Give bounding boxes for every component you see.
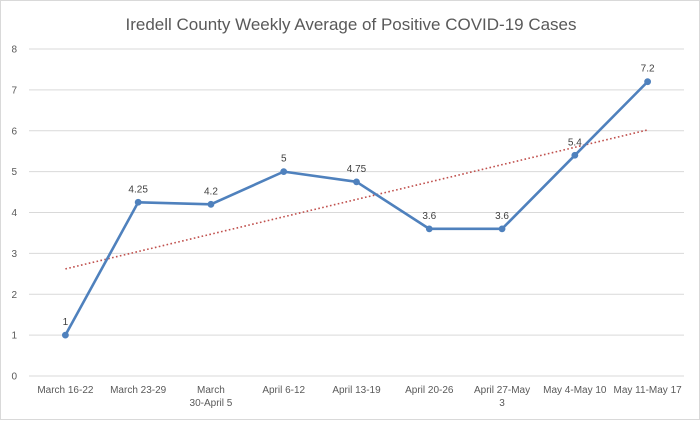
data-label: 3.6 [495, 211, 509, 222]
linear-trendline [65, 129, 648, 270]
x-tick-label: April 6-12 [262, 385, 305, 396]
x-tick-label: March 16-22 [37, 385, 94, 396]
data-point [280, 168, 288, 176]
data-label: 5 [281, 154, 287, 165]
x-axis-ticks: March 16-22 March 23-29 March 30-April 5 Apr… [37, 385, 682, 409]
x-tick-label: May 11-May 17 [614, 385, 683, 396]
x-tick-label: April 20-26 [405, 385, 454, 396]
x-tick-label: May 4-May 10 [543, 385, 607, 396]
series-layer [61, 78, 652, 339]
data-label: 5.4 [568, 137, 582, 148]
data-label: 3.6 [422, 211, 436, 222]
data-point [425, 225, 433, 233]
data-label: 7.2 [641, 64, 655, 75]
series-line [64, 80, 649, 336]
chart-title: Iredell County Weekly Average of Positiv… [125, 15, 577, 34]
y-tick-label: 3 [11, 249, 17, 260]
data-point [207, 200, 215, 208]
data-label: 1 [63, 317, 69, 328]
y-tick-label: 5 [11, 167, 17, 178]
data-point [134, 198, 142, 206]
data-point [571, 151, 579, 159]
y-tick-label: 0 [11, 372, 17, 383]
x-tick-label: April 13-19 [332, 385, 381, 396]
trendline-layer [65, 129, 648, 270]
y-tick-label: 2 [11, 290, 17, 301]
x-tick-label: April 27-May 3 [474, 385, 530, 409]
data-point [61, 331, 69, 339]
y-tick-label: 7 [11, 85, 17, 96]
y-tick-label: 6 [11, 126, 17, 137]
data-point [353, 178, 360, 186]
grid-lines [29, 48, 684, 377]
x-tick-label: March 30-April 5 [190, 385, 233, 409]
data-label: 4.75 [347, 164, 367, 175]
y-axis-ticks: 0 1 2 3 4 5 6 7 8 [11, 45, 17, 383]
data-point [644, 78, 652, 86]
x-tick-label: March 23-29 [110, 385, 167, 396]
data-point [498, 225, 506, 233]
y-tick-label: 4 [11, 208, 17, 219]
data-label: 4.2 [204, 186, 218, 197]
data-labels: 14.25 4.254.753.6 3.65.47.2 [63, 64, 655, 328]
data-label: 4.25 [128, 184, 148, 195]
y-tick-label: 1 [11, 331, 17, 342]
y-tick-label: 8 [11, 45, 17, 56]
